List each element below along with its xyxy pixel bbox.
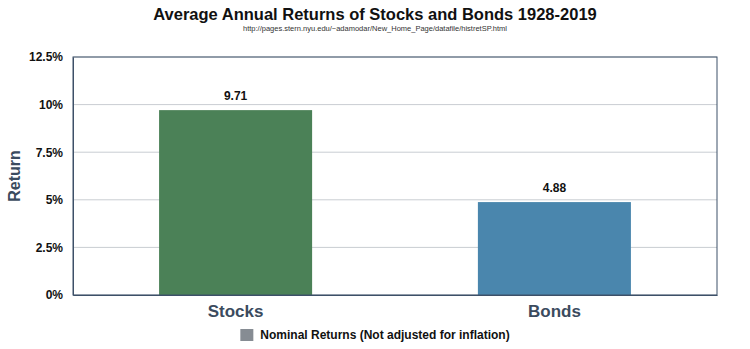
- plot: 0% 2.5% 5% 7.5% 10% 12.5% Stocks Bonds 9.71 4.88: [29, 50, 718, 321]
- y-tick: 0%: [46, 288, 73, 302]
- y-tick-label: 10%: [39, 98, 63, 112]
- y-axis-title: Return: [6, 150, 23, 202]
- x-axis-line: [74, 295, 718, 296]
- y-tick-label: 7.5%: [36, 146, 64, 160]
- x-axis: Stocks Bonds: [74, 295, 718, 321]
- legend-swatch: [240, 329, 253, 341]
- y-tick-label: 12.5%: [29, 50, 63, 64]
- x-tick-label: Stocks: [208, 302, 264, 321]
- y-tick: 7.5%: [36, 146, 73, 160]
- plot-frame: [73, 57, 717, 295]
- data-label: 4.88: [543, 181, 567, 195]
- y-tick: 10%: [39, 98, 73, 112]
- legend-label: Nominal Returns (Not adjusted for inflat…: [260, 328, 509, 342]
- y-tick-label: 5%: [46, 193, 64, 207]
- y-axis-line: [73, 58, 74, 296]
- y-tick-label: 0%: [46, 288, 64, 302]
- title: Average Annual Returns of Stocks and Bon…: [153, 5, 597, 23]
- data-label: 9.71: [224, 89, 248, 103]
- y-tick: 5%: [46, 193, 73, 207]
- x-tick: Bonds: [528, 295, 581, 321]
- legend: Nominal Returns (Not adjusted for inflat…: [240, 328, 509, 342]
- grid-line: [73, 104, 717, 105]
- bar: [478, 202, 631, 295]
- y-tick: 12.5%: [29, 50, 73, 64]
- subtitle: http://pages.stern.nyu.edu/~adamodar/New…: [243, 24, 507, 33]
- y-tick-label: 2.5%: [36, 241, 64, 255]
- y-tick: 2.5%: [36, 241, 73, 255]
- grid: [73, 57, 717, 295]
- x-tick: Stocks: [208, 295, 264, 321]
- y-axis: 0% 2.5% 5% 7.5% 10% 12.5%: [29, 50, 74, 302]
- x-tick-label: Bonds: [528, 302, 581, 321]
- data-labels: 9.71 4.88: [224, 89, 566, 195]
- bar: [159, 110, 312, 295]
- bars: [159, 110, 631, 295]
- chart: Average Annual Returns of Stocks and Bon…: [0, 0, 750, 349]
